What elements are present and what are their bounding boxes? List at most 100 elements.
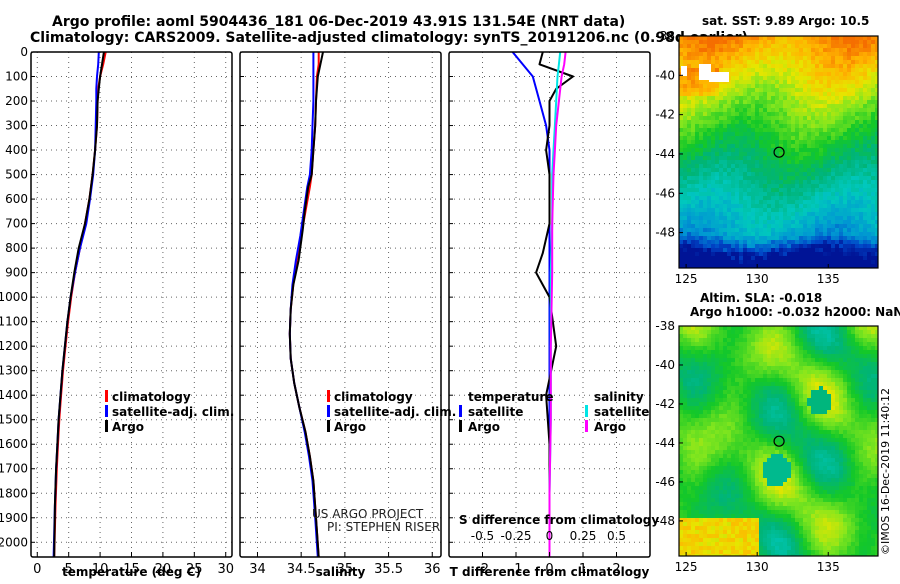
map-cell (843, 204, 848, 209)
map-cell (723, 224, 728, 229)
map-cell (815, 84, 820, 89)
map-cell (835, 350, 840, 355)
map-cell (739, 358, 744, 363)
map-cell (871, 168, 876, 173)
map-cell (727, 140, 732, 145)
map-cell (707, 362, 712, 367)
map-cell (823, 410, 828, 415)
map-cell (683, 410, 688, 415)
map-cell (831, 402, 836, 407)
map-cell (739, 56, 744, 61)
map-cell (699, 112, 704, 117)
map-cell (855, 148, 860, 153)
map-cell (739, 334, 744, 339)
map-cell (739, 390, 744, 395)
map-cell (863, 156, 868, 161)
map-cell (835, 256, 840, 261)
map-cell (711, 256, 716, 261)
map-cell (875, 256, 880, 261)
map-cell (807, 386, 812, 391)
map-cell (723, 96, 728, 101)
map-cell (823, 96, 828, 101)
map-cell (791, 92, 796, 97)
map-cell (863, 446, 868, 451)
map-cell (779, 104, 784, 109)
map-cell (771, 454, 776, 459)
map-cell (699, 354, 704, 359)
map-cell (715, 390, 720, 395)
map-cell (707, 342, 712, 347)
map-cell (851, 232, 856, 237)
map-cell (767, 418, 772, 423)
map-cell (679, 132, 684, 137)
map-cell (743, 92, 748, 97)
map-cell (751, 176, 756, 181)
map-cell (715, 172, 720, 177)
map-cell (775, 68, 780, 73)
map-cell (723, 120, 728, 125)
map-cell (723, 64, 728, 69)
map-cell (835, 386, 840, 391)
map-cell (823, 104, 828, 109)
map-cell (811, 374, 816, 379)
map-cell (679, 48, 684, 53)
map-cell (755, 414, 760, 419)
map-cell (855, 256, 860, 261)
map-cell (851, 188, 856, 193)
map-cell (723, 450, 728, 455)
map-cell (783, 108, 788, 113)
map-cell (859, 366, 864, 371)
map-cell (871, 212, 876, 217)
map-cell (767, 426, 772, 431)
map-cell (859, 116, 864, 121)
map-cell (707, 414, 712, 419)
map-cell (747, 358, 752, 363)
map-cell (847, 362, 852, 367)
y-tick-label: 1100 (0, 315, 28, 329)
map-cell (851, 44, 856, 49)
map-cell (839, 240, 844, 245)
map-cell (787, 338, 792, 343)
map-cell (815, 338, 820, 343)
map-cell (795, 256, 800, 261)
map-cell (707, 446, 712, 451)
map-cell (707, 164, 712, 169)
map-cell (755, 212, 760, 217)
map-cell (703, 188, 708, 193)
map-cell (707, 140, 712, 145)
map-cell (687, 438, 692, 443)
map-cell (715, 120, 720, 125)
map-cell (707, 192, 712, 197)
map-cell (811, 148, 816, 153)
map-cell (691, 236, 696, 241)
map-cell (847, 434, 852, 439)
map-cell (775, 48, 780, 53)
map-cell (847, 148, 852, 153)
map-cell (863, 120, 868, 125)
map-cell (871, 188, 876, 193)
map-cell (763, 156, 768, 161)
map-cell (795, 120, 800, 125)
map-cell (875, 84, 880, 89)
map-cell (735, 450, 740, 455)
map-cell (827, 104, 832, 109)
map-cell (843, 366, 848, 371)
map-cell (791, 362, 796, 367)
map-cell (863, 184, 868, 189)
map-cell (727, 92, 732, 97)
map-cell (815, 140, 820, 145)
map-cell (719, 466, 724, 471)
map-cell (863, 410, 868, 415)
map-cell (835, 330, 840, 335)
map-cell (703, 224, 708, 229)
map-cell (791, 120, 796, 125)
map-cell (839, 366, 844, 371)
map-cell (815, 330, 820, 335)
map-cell (747, 108, 752, 113)
map-cell (707, 180, 712, 185)
map-cell (871, 252, 876, 257)
map-cell (855, 160, 860, 165)
map-cell (867, 200, 872, 205)
map-cell (843, 68, 848, 73)
map-cell (719, 40, 724, 45)
